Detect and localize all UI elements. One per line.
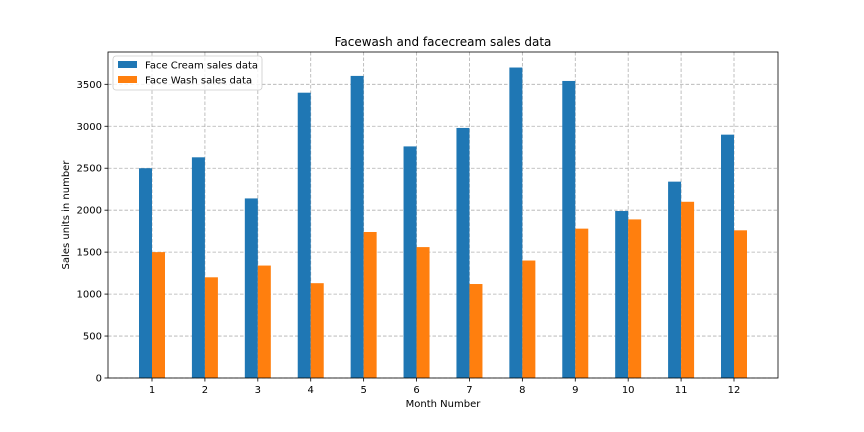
x-tick-label: 7 xyxy=(466,385,472,396)
y-tick-label: 2000 xyxy=(77,206,102,217)
face-cream-bar xyxy=(139,168,152,378)
bars xyxy=(139,67,747,379)
legend-swatch-face-cream xyxy=(118,61,137,68)
face-wash-bar xyxy=(363,231,377,378)
face-wash-bar xyxy=(575,228,589,378)
face-cream-bar xyxy=(615,211,629,378)
face-cream-bar xyxy=(562,80,576,379)
legend-swatch-face-wash xyxy=(118,76,137,83)
legend-box xyxy=(112,55,263,91)
x-tick-label: 12 xyxy=(728,385,741,396)
y-tick-label: 1000 xyxy=(77,290,102,301)
face-wash-bar xyxy=(628,219,642,378)
face-cream-bar xyxy=(721,134,734,378)
x-tick-label: 9 xyxy=(572,385,578,396)
x-tick-label: 1 xyxy=(149,385,155,396)
x-tick-label: 6 xyxy=(413,385,419,396)
face-wash-bar xyxy=(257,265,271,378)
legend-label-face-cream: Face Cream sales data xyxy=(145,61,258,72)
face-wash-bar xyxy=(681,201,695,378)
y-tick-label: 3500 xyxy=(77,80,102,91)
y-tick-label: 0 xyxy=(96,374,102,385)
face-wash-bar xyxy=(152,252,165,378)
face-wash-bar xyxy=(204,277,218,378)
face-wash-bar xyxy=(310,283,324,378)
x-tick-label: 8 xyxy=(519,385,525,396)
face-cream-bar xyxy=(244,198,258,378)
x-tick-label: 4 xyxy=(308,385,314,396)
face-cream-bar xyxy=(191,157,205,378)
x-axis-label: Month Number xyxy=(406,399,482,410)
face-cream-bar xyxy=(350,75,364,379)
x-tick-label: 3 xyxy=(255,385,261,396)
face-wash-bar xyxy=(416,247,430,378)
face-cream-bar xyxy=(456,127,470,378)
x-tick-label: 10 xyxy=(622,385,635,396)
plot-frame xyxy=(107,51,779,379)
legend-label-face-wash: Face Wash sales data xyxy=(145,76,252,87)
x-tick-label: 5 xyxy=(360,385,366,396)
y-axis-label: Sales units in number xyxy=(61,160,72,270)
chart-title: Facewash and facecream sales data xyxy=(335,35,552,49)
y-tick-label: 2500 xyxy=(77,164,102,175)
legend: Face Cream sales data Face Wash sales da… xyxy=(112,55,263,91)
face-wash-bar xyxy=(469,284,483,378)
face-cream-bar xyxy=(668,181,682,378)
x-tick-label: 2 xyxy=(202,385,208,396)
y-tick-label: 500 xyxy=(83,332,102,343)
face-wash-bar xyxy=(522,260,536,378)
x-tick-label: 11 xyxy=(675,385,688,396)
face-cream-bar xyxy=(297,92,311,378)
face-cream-bar xyxy=(509,67,523,379)
face-cream-bar xyxy=(403,146,417,378)
y-tick-label: 3000 xyxy=(77,122,102,133)
face-wash-bar xyxy=(734,230,747,378)
y-tick-label: 1500 xyxy=(77,248,102,259)
